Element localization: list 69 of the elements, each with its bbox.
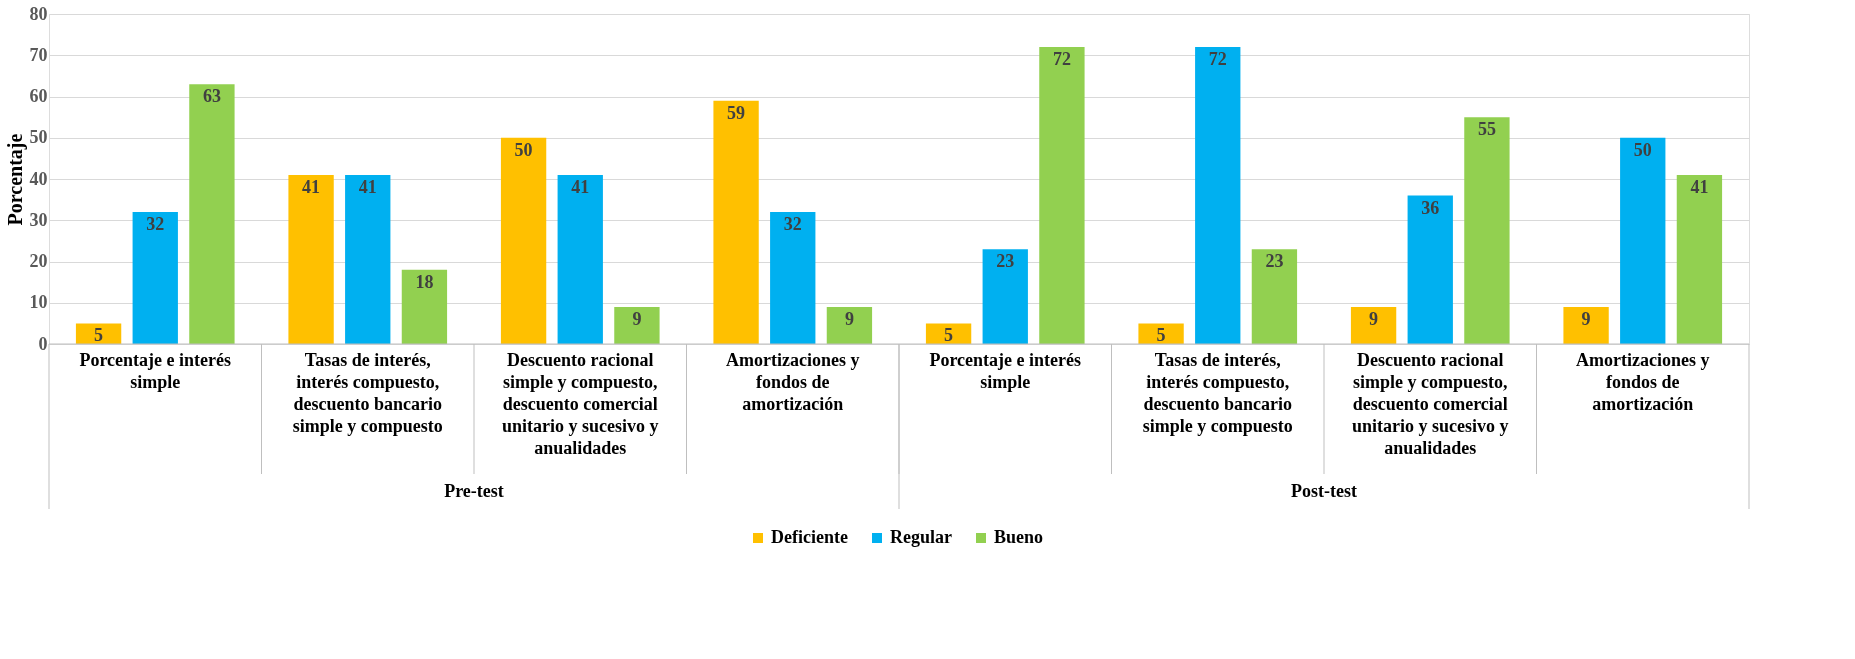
data-label: 5 — [1156, 325, 1166, 346]
x-tick-label: Porcentaje e interés simple — [79, 350, 232, 392]
x-tick-label: Tasas de interés, interés compuesto, descuento bancario simple y compuesto — [1142, 350, 1293, 436]
bar — [1039, 47, 1085, 344]
bar — [826, 306, 873, 344]
data-label: 41 — [302, 176, 321, 197]
data-label: 32 — [783, 214, 802, 234]
data-label: 41 — [1690, 176, 1709, 197]
data-label: 55 — [1477, 119, 1496, 140]
data-label: 9 — [844, 308, 854, 329]
x-tick-label: Tasas de interés, interés compuesto, descuento bancario simple y compuesto — [292, 350, 443, 436]
data-label: 5 — [944, 325, 954, 346]
bar — [189, 84, 235, 344]
bar — [1407, 195, 1453, 344]
data-label: 50 — [1633, 139, 1652, 160]
data-label: 72 — [1052, 49, 1071, 69]
data-label: 9 — [1369, 308, 1379, 329]
data-label: 41 — [571, 176, 590, 197]
data-label: 32 — [146, 214, 165, 234]
data-label: 18 — [415, 271, 434, 292]
y-tick-label: 60 — [29, 86, 48, 106]
y-tick-label: 20 — [29, 251, 48, 271]
y-tick-label: 30 — [29, 209, 48, 230]
bar — [982, 249, 1028, 344]
x-tick-label: Amortizaciones y fondos de amortización — [726, 350, 860, 414]
data-label: 36 — [1421, 197, 1440, 218]
x-tick-label: Descuento racional simple y compuesto, descuento comercial unitario y sucesivo y anualidades — [501, 350, 659, 458]
x-tick-label: Descuento racional simple y compuesto, descuento comercial unitario y sucesivo y anualidades — [1351, 350, 1509, 458]
y-axis-title: Porcentaje — [3, 133, 27, 226]
data-label: 9 — [1581, 308, 1591, 329]
y-tick-label: 70 — [29, 44, 48, 65]
data-label: 59 — [727, 102, 746, 123]
bar — [1676, 174, 1723, 344]
bar — [500, 137, 547, 344]
legend-label: Regular — [890, 527, 952, 547]
y-tick-label: 80 — [29, 3, 48, 24]
y-tick-label: 10 — [29, 292, 48, 313]
y-tick-label: 0 — [38, 333, 48, 354]
bar — [1350, 306, 1397, 344]
legend-label: Deficiente — [771, 527, 848, 547]
bar — [1251, 249, 1298, 344]
bar — [557, 174, 603, 344]
bar — [1195, 47, 1241, 344]
x-tick-label: Amortizaciones y fondos de amortización — [1576, 350, 1710, 414]
data-label: 5 — [94, 325, 104, 346]
bar — [614, 306, 660, 344]
bar — [132, 212, 178, 344]
data-label: 23 — [1265, 251, 1284, 272]
data-label: 23 — [996, 251, 1015, 272]
data-label: 50 — [514, 139, 533, 160]
y-tick-label: 40 — [29, 168, 48, 189]
bar — [1464, 117, 1510, 344]
data-label: 9 — [632, 308, 642, 329]
bar — [770, 212, 816, 344]
bar — [401, 269, 448, 344]
data-label: 41 — [358, 176, 377, 197]
text: Post-test — [1291, 481, 1357, 501]
bar — [713, 100, 759, 344]
y-tick-label: 50 — [29, 127, 48, 148]
data-label: 72 — [1208, 49, 1227, 69]
bar — [1138, 323, 1184, 344]
text: Pre-test — [444, 481, 504, 501]
bar — [345, 174, 391, 344]
bar — [1620, 137, 1666, 344]
bar — [288, 174, 334, 344]
x-tick-label: Porcentaje e interés simple — [929, 350, 1082, 392]
legend-label: Bueno — [994, 527, 1044, 547]
data-label: 63 — [202, 86, 221, 107]
bar — [1563, 306, 1609, 344]
